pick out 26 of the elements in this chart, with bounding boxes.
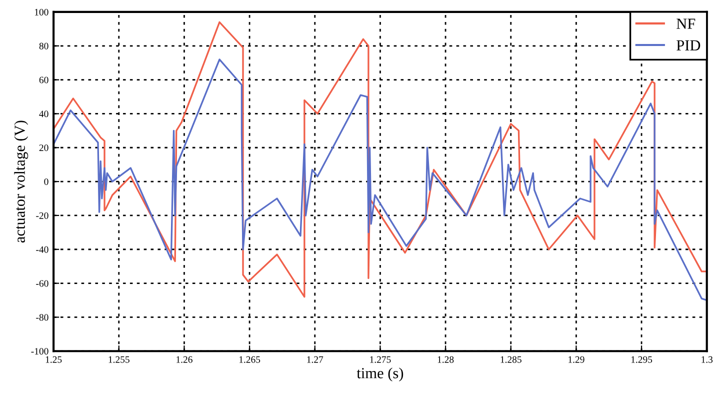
y-tick-label: 0 (44, 178, 48, 186)
x-tick-label: 1.3 (702, 356, 713, 363)
y-tick-label: 20 (39, 144, 48, 152)
x-tick-label: 1.27 (307, 356, 324, 363)
y-tick-label: -80 (36, 314, 48, 321)
y-tick-label: 60 (39, 76, 48, 84)
y-tick-label: 80 (39, 42, 48, 50)
x-tick-label: 1.265 (239, 356, 260, 363)
x-tick-label: 1.285 (500, 356, 522, 363)
legend-label: NF (676, 18, 696, 29)
x-tick-label: 1.275 (370, 356, 391, 363)
x-axis-title: time (s) (356, 368, 404, 382)
x-tick-label: 1.255 (108, 356, 130, 363)
y-tick-label: -60 (36, 280, 48, 287)
y-tick-label: -40 (36, 246, 48, 253)
y-tick-label: 40 (39, 110, 48, 118)
x-tick-label: 1.26 (176, 356, 192, 363)
x-tick-label: 1.25 (46, 356, 62, 363)
y-tick-label: 100 (34, 8, 48, 16)
y-axis-title: actuator voltage (V) (14, 120, 28, 243)
x-tick-label: 1.29 (568, 356, 584, 363)
y-tick-label: -100 (31, 348, 48, 355)
x-tick-label: 1.295 (631, 356, 652, 363)
x-tick-label: 1.28 (438, 356, 454, 363)
y-tick-label: -20 (36, 212, 48, 219)
legend-label: PID (676, 40, 700, 50)
